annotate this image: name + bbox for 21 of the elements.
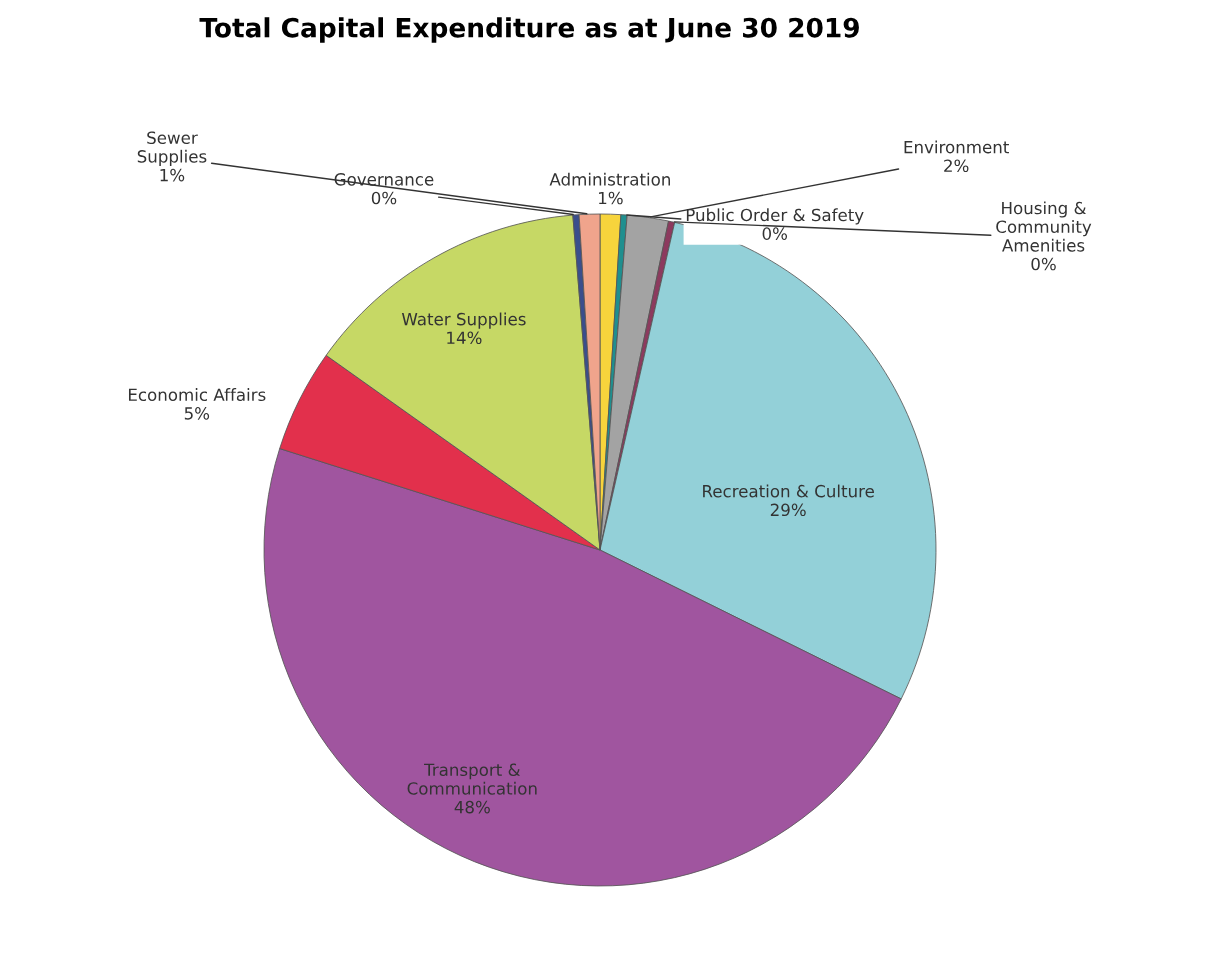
slice-label: Sewer Supplies [137, 131, 207, 166]
slice-label: Environment [904, 140, 1009, 154]
data-label: 1% [160, 168, 185, 182]
slice-label: Recreation & Culture [703, 484, 874, 498]
data-label: 29% [770, 503, 806, 517]
data-label: 1% [599, 191, 623, 205]
chart-title: Total Capital Expenditure as at June 30 2019 [199, 17, 859, 43]
data-label: 0% [1031, 257, 1056, 271]
data-label: 14% [447, 331, 482, 345]
slice-label: Public Order & Safety [686, 208, 864, 225]
slice-label: Water Supplies [401, 312, 526, 329]
slice-label: Economic Affairs [128, 388, 266, 402]
slice-label: Governance [334, 173, 434, 186]
slice-label: Administration [549, 172, 670, 186]
slice-label: Housing & Community Amenities [996, 201, 1092, 252]
data-label: 0% [371, 191, 397, 205]
data-label: 48% [454, 800, 490, 814]
data-label: 2% [944, 159, 969, 173]
slice-label: Transport & Communication [407, 763, 537, 795]
data-label: 0% [762, 227, 788, 240]
data-label: 5% [184, 407, 210, 420]
